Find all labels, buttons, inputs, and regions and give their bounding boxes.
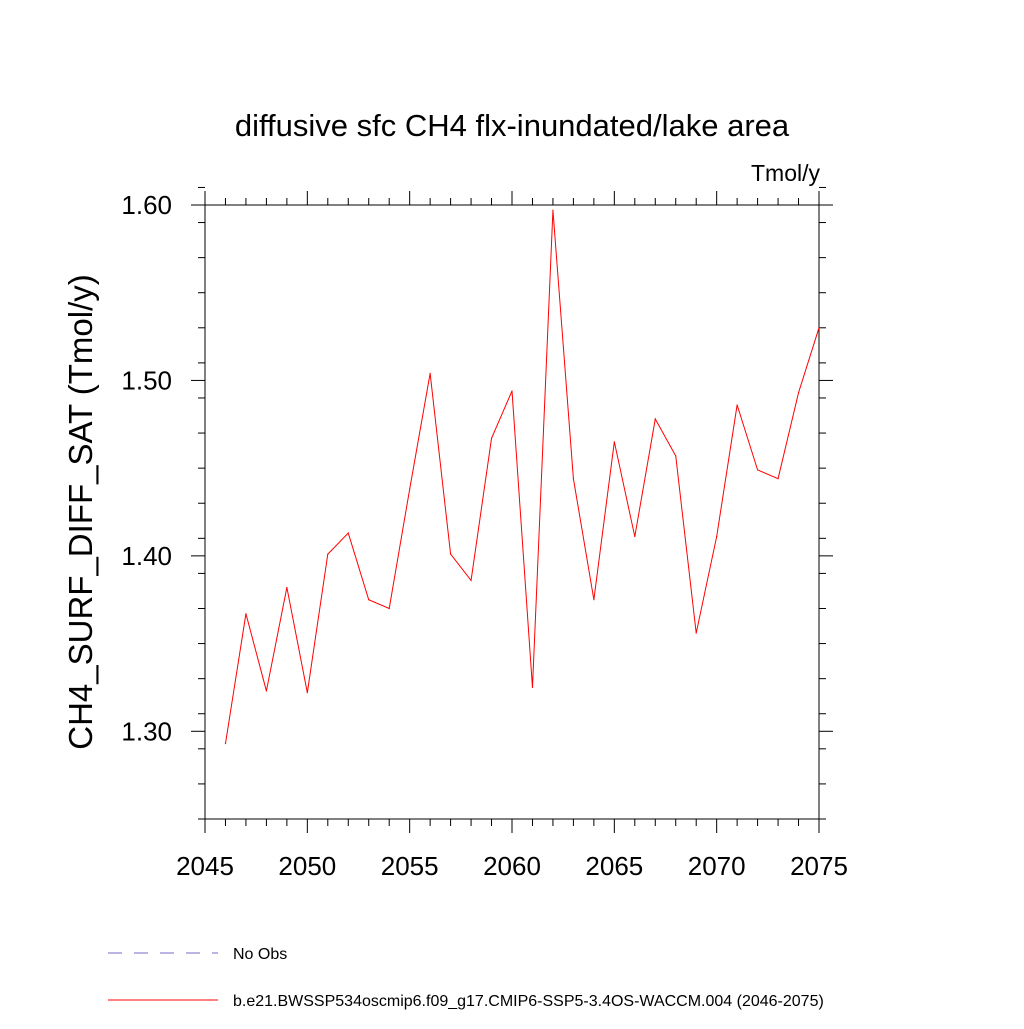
- series-point: [347, 532, 349, 534]
- axis-ticks: [191, 186, 833, 833]
- x-tick-label: 2065: [585, 851, 643, 881]
- x-tick-label: 2070: [688, 851, 746, 881]
- legend-label-no-obs: No Obs: [233, 946, 287, 963]
- series-point: [593, 599, 595, 601]
- y-axis-label: CH4_SURF_DIFF_SAT (Tmol/y): [62, 274, 99, 750]
- series-point: [450, 553, 452, 555]
- series-point: [675, 455, 677, 457]
- series-point: [490, 437, 493, 439]
- series-line: [224, 210, 820, 744]
- x-tick-labels: 2045 2050 2055 2060 2065 2070 2075: [176, 851, 848, 881]
- series-point: [613, 441, 615, 443]
- series-point: [531, 686, 534, 689]
- y-tick-labels: 1.30 1.40 1.50 1.60: [121, 190, 172, 746]
- series-point: [327, 553, 329, 555]
- y-tick-label: 1.50: [121, 365, 172, 395]
- series-point: [511, 390, 513, 392]
- series-point: [388, 607, 390, 610]
- x-tick-label: 2060: [483, 851, 541, 881]
- units-label: Tmol/y: [751, 160, 821, 186]
- series-point: [306, 692, 308, 694]
- legend-label-model-run: b.e21.BWSSP534oscmip6.f09_g17.CMIP6-SSP5…: [233, 993, 824, 1010]
- y-tick-label: 1.30: [121, 716, 172, 746]
- series-point: [409, 488, 411, 490]
- x-tick-label: 2045: [176, 851, 234, 881]
- series-point: [654, 418, 656, 420]
- series-point: [429, 372, 431, 375]
- series-point: [470, 579, 472, 582]
- chart-title: diffusive sfc CH4 flx-inundated/lake are…: [235, 108, 790, 143]
- series-point: [634, 535, 636, 538]
- series-point: [245, 613, 247, 615]
- series-point: [777, 478, 779, 480]
- series-point: [818, 327, 820, 329]
- x-tick-label: 2050: [278, 851, 336, 881]
- series-point: [265, 690, 267, 692]
- x-tick-label: 2055: [381, 851, 439, 881]
- series-point: [286, 586, 288, 589]
- series-layer: [224, 209, 820, 745]
- series-point: [716, 535, 718, 538]
- legend: No Obs b.e21.BWSSP534oscmip6.f09_g17.CMI…: [108, 946, 824, 1010]
- series-point: [797, 392, 800, 394]
- x-tick-label: 2075: [790, 851, 848, 881]
- series-point: [572, 478, 575, 480]
- series-point: [552, 209, 554, 211]
- series-point: [695, 632, 697, 634]
- series-point: [224, 742, 227, 745]
- y-tick-label: 1.40: [121, 541, 172, 571]
- series-point: [368, 599, 370, 601]
- series-point: [736, 404, 738, 406]
- series-point: [757, 469, 759, 471]
- plot-frame: [204, 204, 820, 820]
- y-tick-label: 1.60: [121, 190, 172, 220]
